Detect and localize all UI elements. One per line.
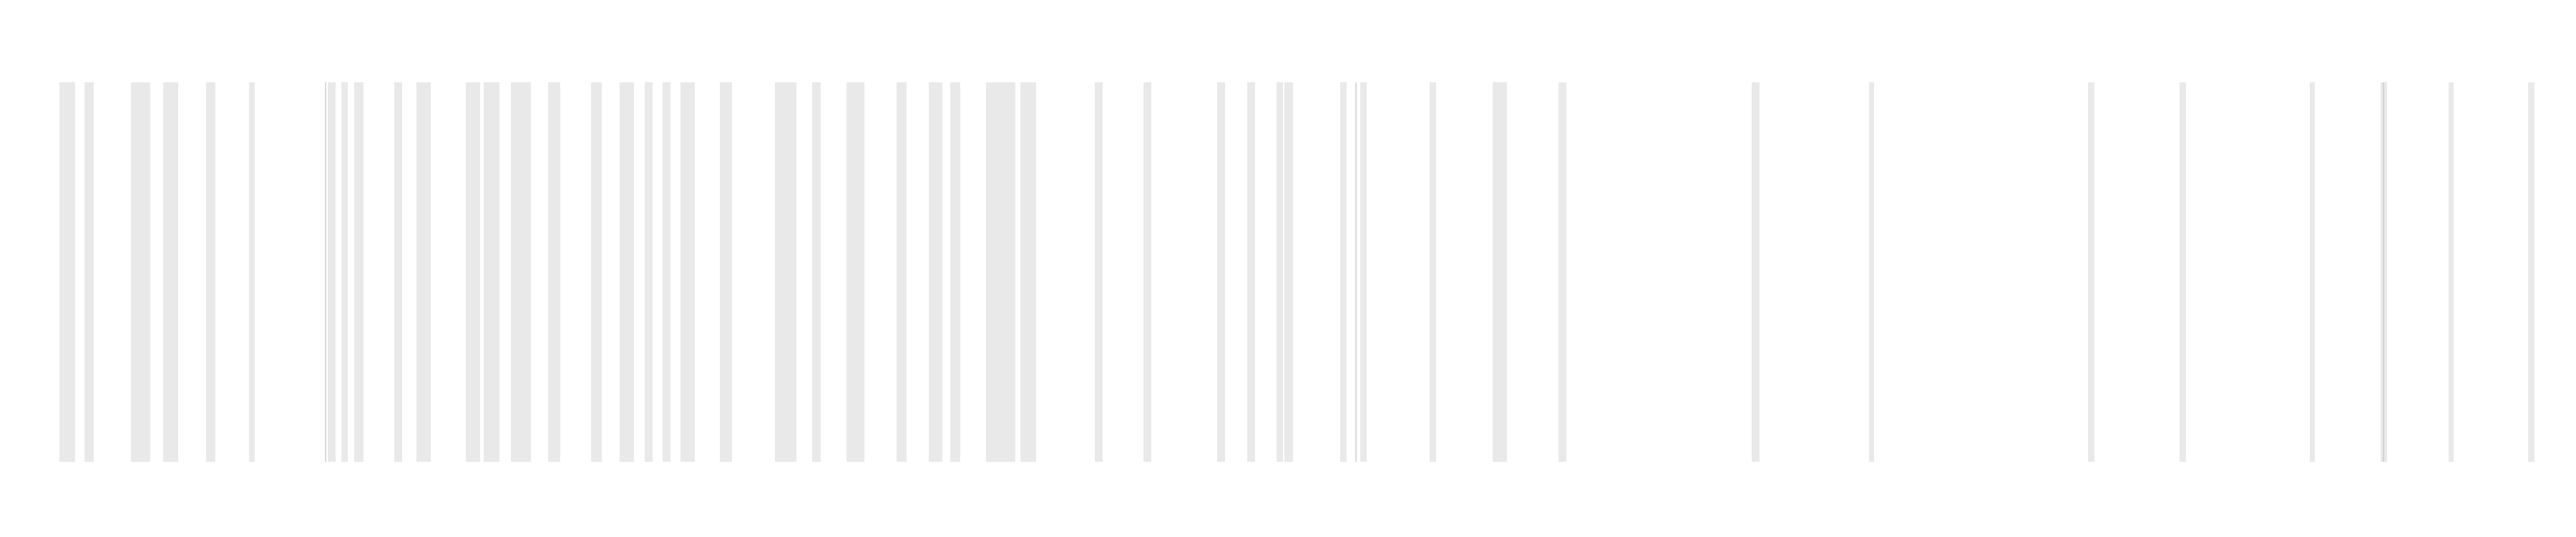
highlight-band [163, 82, 178, 462]
highlight-band [484, 82, 499, 462]
highlight-band [1360, 82, 1367, 462]
highlight-band [1143, 82, 1151, 462]
highlight-band [1020, 82, 1036, 462]
highlight-band [986, 82, 1015, 462]
highlight-band [1869, 82, 1874, 462]
highlight-band [466, 82, 480, 462]
highlight-band [2528, 82, 2534, 462]
highlight-band [2180, 82, 2186, 462]
highlight-band [1430, 82, 1436, 462]
highlight-band [929, 82, 942, 462]
highlight-band [680, 82, 695, 462]
highlight-band [341, 82, 348, 462]
highlight-band [59, 82, 75, 462]
highlight-band [131, 82, 150, 462]
highlight-band [950, 82, 960, 462]
highlight-band [1752, 82, 1760, 462]
highlight-band [2449, 82, 2454, 462]
highlight-band [394, 82, 402, 462]
highlight-band [2310, 82, 2315, 462]
highlight-band [620, 82, 634, 462]
highlight-band [897, 82, 907, 462]
highlight-band [354, 82, 364, 462]
highlight-band [591, 82, 602, 462]
highlight-band [645, 82, 653, 462]
highlight-band [1493, 82, 1507, 462]
highlight-band [720, 82, 732, 462]
highlight-band [416, 82, 431, 462]
highlight-band [812, 82, 821, 462]
highlight-band [847, 82, 864, 462]
highlight-band [775, 82, 796, 462]
highlight-band [84, 82, 94, 462]
highlight-band [249, 82, 255, 462]
highlight-band [1558, 82, 1566, 462]
highlight-band [1095, 82, 1103, 462]
highlight-band [1284, 82, 1293, 462]
highlight-band [2088, 82, 2094, 462]
highlight-band [1247, 82, 1255, 462]
highlight-band [1277, 82, 1283, 462]
highlight-band [206, 82, 215, 462]
highlight-band [548, 82, 560, 462]
highlight-band [328, 82, 336, 462]
highlight-band [1217, 82, 1225, 462]
highlight-band [1340, 82, 1347, 462]
highlight-band [663, 82, 670, 462]
highlight-band [511, 82, 531, 462]
highlight-bands-layer [59, 82, 2534, 462]
